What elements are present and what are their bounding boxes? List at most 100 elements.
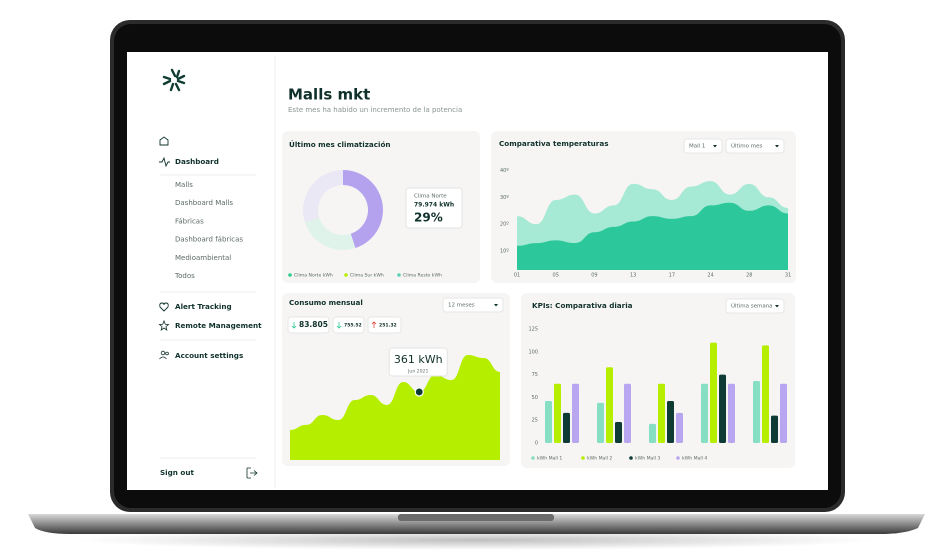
logo bbox=[162, 68, 186, 92]
legend-swatch bbox=[676, 456, 680, 460]
star-icon bbox=[158, 319, 170, 331]
submenu-item[interactable]: Dashboard fábricas bbox=[175, 236, 243, 244]
caret bbox=[494, 304, 498, 307]
submenu-item[interactable]: Medioambiental bbox=[175, 254, 231, 262]
bar bbox=[701, 383, 708, 443]
legend-swatch bbox=[344, 273, 348, 277]
submenu-item[interactable]: Dashboard Malls bbox=[175, 199, 233, 207]
caret bbox=[775, 145, 779, 148]
bar bbox=[563, 412, 570, 443]
legend-swatch bbox=[397, 273, 401, 277]
bar bbox=[554, 383, 561, 443]
bar bbox=[771, 415, 778, 443]
home-icon[interactable] bbox=[159, 136, 169, 146]
y-tick-label: 75 bbox=[532, 372, 538, 378]
bar bbox=[658, 383, 665, 443]
stat-box bbox=[287, 316, 330, 334]
bar bbox=[597, 402, 604, 443]
heart-icon bbox=[159, 302, 169, 312]
bar bbox=[719, 374, 726, 443]
y-tick-label: 10º bbox=[500, 249, 509, 255]
bar bbox=[615, 422, 622, 443]
y-tick-label: 0 bbox=[535, 441, 538, 447]
tooltip-date: Jun 2021 bbox=[407, 369, 428, 375]
submenu-item[interactable]: Fábricas bbox=[175, 217, 204, 225]
legend-label: Clima Resto kWh bbox=[403, 273, 442, 279]
dropdown-label[interactable]: Última semana bbox=[731, 303, 773, 310]
y-tick-label: 50 bbox=[532, 395, 538, 401]
stat-box bbox=[367, 316, 402, 334]
legend-swatch bbox=[581, 456, 585, 460]
page-subtitle: Este mes ha habido un incremento de la p… bbox=[288, 106, 462, 114]
bar bbox=[762, 345, 769, 443]
users-icon bbox=[159, 350, 169, 360]
dropdown[interactable] bbox=[725, 138, 785, 154]
dashboard-icon bbox=[159, 156, 170, 168]
x-tick-label: 28 bbox=[746, 273, 752, 279]
dropdown[interactable] bbox=[683, 138, 723, 154]
legend-swatch bbox=[288, 273, 292, 277]
bar bbox=[667, 401, 674, 443]
dropdown[interactable] bbox=[725, 298, 785, 314]
x-tick-label: 13 bbox=[630, 273, 636, 279]
dropdown-label[interactable]: 12 meses bbox=[448, 303, 475, 309]
bar bbox=[710, 342, 717, 443]
y-tick-label: 20º bbox=[500, 222, 509, 228]
y-tick-label: 125 bbox=[528, 327, 538, 333]
legend-label: kWh Mall 4 bbox=[682, 456, 707, 462]
bar bbox=[606, 367, 613, 443]
nav-dashboard[interactable]: Dashboard bbox=[175, 157, 219, 166]
bar bbox=[572, 383, 579, 443]
tooltip bbox=[388, 347, 448, 377]
laptop-notch bbox=[398, 514, 554, 521]
submenu-item[interactable]: Todos bbox=[174, 272, 195, 280]
bar bbox=[728, 383, 735, 443]
bar bbox=[624, 383, 631, 443]
donut-segment bbox=[343, 170, 384, 249]
nav-item[interactable]: Account settings bbox=[175, 351, 243, 360]
caret bbox=[713, 145, 717, 148]
legend-label: kWh Mall 3 bbox=[635, 456, 660, 462]
tooltip-value: 79.974 kWh bbox=[414, 202, 454, 209]
bar bbox=[545, 401, 552, 443]
laptop-base bbox=[28, 514, 925, 534]
stat-value: 251.32 bbox=[379, 323, 397, 329]
legend-swatch bbox=[531, 456, 535, 460]
y-tick-label: 30º bbox=[500, 195, 509, 201]
stat-arrow bbox=[371, 321, 377, 328]
dropdown-label[interactable]: Mall 1 bbox=[689, 144, 705, 150]
area bbox=[517, 202, 788, 270]
dropdown-label[interactable]: Último mes bbox=[731, 143, 762, 150]
stat-value: 755.52 bbox=[344, 323, 362, 329]
x-tick-label: 24 bbox=[707, 273, 713, 279]
x-tick-label: 31 bbox=[785, 273, 791, 279]
legend-label: Clima Norte kWh bbox=[294, 273, 333, 279]
tooltip-percent: 29% bbox=[414, 211, 443, 225]
nav-item[interactable]: Remote Management bbox=[175, 321, 262, 330]
submenu-item[interactable]: Malls bbox=[175, 181, 193, 189]
stat-value: 83.805 bbox=[299, 320, 328, 329]
point-marker bbox=[414, 387, 424, 397]
x-tick-label: 05 bbox=[553, 273, 559, 279]
shadow bbox=[76, 530, 876, 550]
dropdown[interactable] bbox=[442, 297, 504, 313]
page-title: Malls mkt bbox=[288, 86, 370, 104]
card-title: Comparativa temperaturas bbox=[499, 139, 608, 148]
sign-out-icon[interactable] bbox=[246, 467, 258, 479]
tooltip bbox=[405, 187, 463, 229]
sign-out[interactable]: Sign out bbox=[160, 468, 194, 477]
donut-segment bbox=[304, 217, 356, 250]
legend-label: kWh Mall 1 bbox=[537, 456, 562, 462]
card bbox=[521, 293, 795, 468]
bar bbox=[676, 412, 683, 443]
x-tick-label: 17 bbox=[669, 273, 675, 279]
tooltip-value: 361 kWh bbox=[394, 353, 443, 366]
stat-arrow bbox=[291, 322, 297, 329]
nav-item[interactable]: Alert Tracking bbox=[175, 302, 232, 311]
caret bbox=[775, 305, 779, 308]
legend-label: Clima Sur kWh bbox=[350, 273, 384, 279]
stat-arrow bbox=[336, 322, 342, 329]
bar bbox=[780, 383, 787, 443]
legend-swatch bbox=[629, 456, 633, 460]
